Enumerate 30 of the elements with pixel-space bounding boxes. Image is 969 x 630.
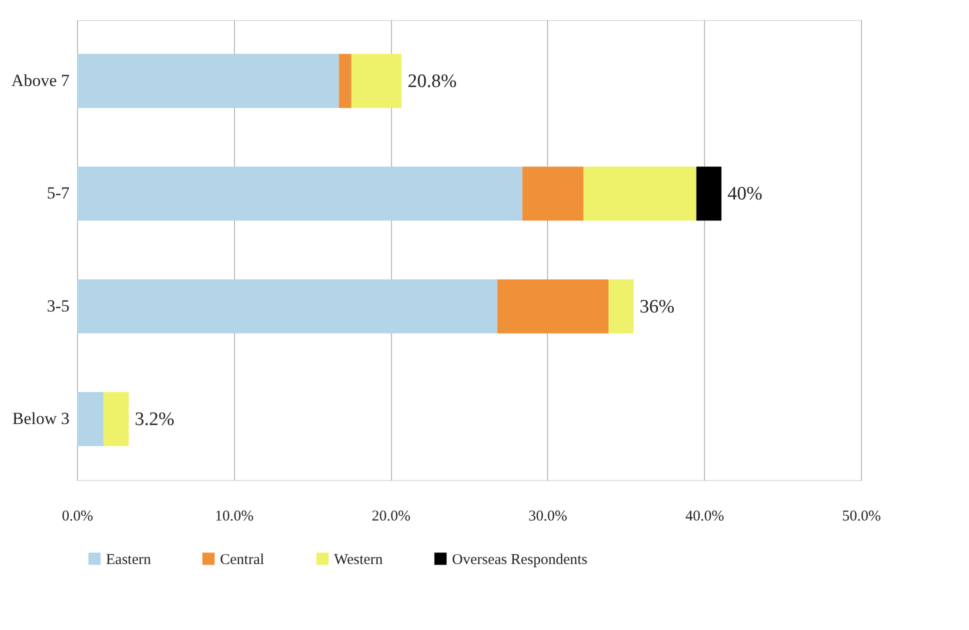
bar — [497, 279, 609, 334]
x-tick-label: 0.0% — [62, 508, 94, 524]
y-tick-label: 5-7 — [46, 184, 70, 203]
legend-label: Overseas Respondents — [452, 552, 588, 568]
bar — [338, 54, 352, 108]
x-tick-label: 10.0% — [214, 508, 254, 524]
bar — [77, 166, 522, 221]
y-tick-label: Above 7 — [11, 70, 70, 90]
x-tick-label: 40.0% — [685, 508, 724, 524]
total-label: 20.8% — [408, 70, 457, 92]
total-label: 3.2% — [134, 409, 174, 430]
total-label: 36% — [640, 296, 675, 318]
bar — [77, 279, 498, 334]
total-label: 40% — [727, 184, 762, 205]
bar — [583, 166, 696, 221]
legend-label: Central — [220, 552, 264, 568]
legend-label: Eastern — [106, 552, 152, 568]
bar — [522, 166, 584, 221]
y-tick-label: Below 3 — [12, 409, 70, 428]
x-tick-label: 30.0% — [528, 508, 568, 524]
bar — [77, 392, 104, 446]
legend-label: Western — [334, 552, 384, 568]
bar — [696, 166, 722, 221]
bar — [104, 392, 129, 446]
x-tick-label: 20.0% — [372, 508, 410, 524]
bar — [351, 54, 402, 108]
x-tick-label: 50.0% — [842, 508, 881, 524]
y-tick-label: 3-5 — [46, 296, 70, 316]
bar — [77, 54, 339, 108]
bar — [608, 279, 634, 334]
